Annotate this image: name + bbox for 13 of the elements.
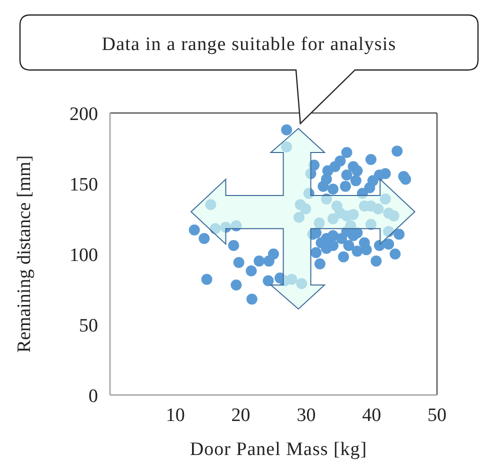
y-tick-label: 200 (70, 104, 98, 125)
y-tick-label: 50 (79, 316, 98, 336)
y-axis-title: Remaining distance [mm] (14, 155, 35, 353)
y-tick-label: 100 (70, 245, 98, 266)
text: Data in a range suitable for analysis (102, 34, 396, 55)
y-tick-label: 0 (88, 386, 98, 407)
x-tick-label: 40 (362, 405, 382, 426)
x-tick-label: 20 (231, 405, 250, 426)
x-tick-label: 50 (428, 405, 446, 426)
x-tick-label: 30 (296, 405, 316, 426)
x-axis-title: Door Panel Mass [kg] (190, 439, 368, 460)
y-tick-label: 150 (70, 174, 98, 196)
x-tick-label: 10 (166, 405, 185, 426)
